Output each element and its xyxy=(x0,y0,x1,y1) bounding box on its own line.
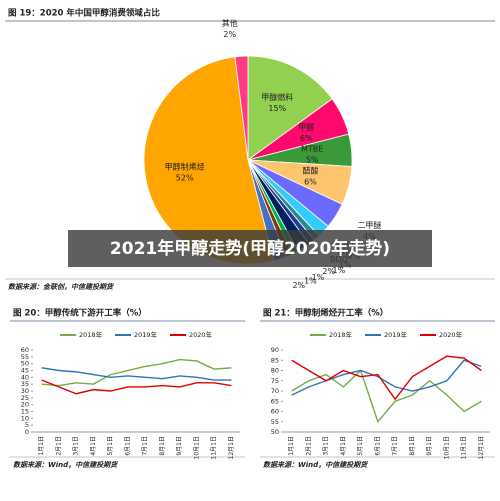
slice-name: 甲醇制烯烃 xyxy=(165,162,205,172)
x-tick-label: 7月1日 xyxy=(392,436,399,456)
y-tick-label: 55 xyxy=(21,353,29,361)
slice-label: 15% xyxy=(268,104,286,113)
slice-name: 其他 xyxy=(222,18,238,28)
y-tick-label: 65 xyxy=(271,397,279,405)
slice-name: MTBE xyxy=(301,144,323,153)
series-line xyxy=(291,369,482,424)
x-tick-label: 6月1日 xyxy=(124,436,131,456)
slice-label: 1% xyxy=(312,273,325,282)
legend-label: 2019年 xyxy=(134,330,158,339)
legend-label: 2020年 xyxy=(189,330,213,339)
legend-label: 2018年 xyxy=(79,330,103,339)
x-tick-label: 4月1日 xyxy=(340,436,347,456)
y-tick-label: 75 xyxy=(271,377,279,385)
y-tick-label: 0 xyxy=(25,428,29,436)
banner-bg xyxy=(68,230,432,267)
y-tick-label: 10 xyxy=(21,414,29,422)
slice-label: 1% xyxy=(333,266,346,275)
y-tick-label: 50 xyxy=(271,428,279,436)
x-tick-label: 3月1日 xyxy=(73,436,80,456)
y-tick-label: 15 xyxy=(21,408,29,416)
x-tick-label: 11月1日 xyxy=(461,436,468,459)
figure-source: 数据来源：Wind，中信建投期货 xyxy=(263,460,369,469)
y-tick-label: 50 xyxy=(21,360,29,368)
series-line xyxy=(291,355,482,401)
banner-title: 2021年甲醇走势(甲醇2020年走势) xyxy=(110,238,390,259)
y-tick-label: 80 xyxy=(271,367,279,375)
x-tick-label: 4月1日 xyxy=(90,436,97,456)
y-tick-label: 40 xyxy=(21,373,29,381)
y-tick-label: 35 xyxy=(21,380,29,388)
series-line xyxy=(41,358,232,387)
figure-source: 数据来源：金联创，中信建投期货 xyxy=(8,282,115,291)
slice-name: 醋酸 xyxy=(302,166,318,176)
x-tick-label: 8月1日 xyxy=(159,436,166,456)
x-tick-label: 2月1日 xyxy=(305,436,312,456)
pie-slice xyxy=(234,55,249,161)
series-line xyxy=(41,379,232,395)
x-tick-label: 3月1日 xyxy=(323,436,330,456)
series-line xyxy=(41,367,232,381)
slice-label: 2% xyxy=(223,30,236,39)
y-tick-label: 85 xyxy=(271,356,279,364)
x-tick-label: 5月1日 xyxy=(107,436,114,456)
y-tick-label: 90 xyxy=(271,346,279,354)
legend-label: 2018年 xyxy=(329,330,353,339)
slice-label: 5% xyxy=(306,155,319,164)
slice-label: 1% xyxy=(304,277,317,286)
x-tick-label: 1月1日 xyxy=(38,436,45,456)
x-tick-label: 2月1日 xyxy=(55,436,62,456)
figure-source: 数据来源：Wind，中信建投期货 xyxy=(13,460,119,469)
figure-title: 图 21：甲醇制烯烃开工率（%） xyxy=(263,308,388,319)
pie-slice xyxy=(247,55,333,161)
legend-label: 2020年 xyxy=(439,330,463,339)
figure-title: 图 19：2020 年中国甲醇消费领域占比 xyxy=(8,8,160,19)
slice-label: 6% xyxy=(300,134,313,143)
y-tick-label: 5 xyxy=(25,421,29,429)
x-tick-label: 8月1日 xyxy=(409,436,416,456)
slice-name: 二甲醚 xyxy=(357,220,381,230)
x-tick-label: 6月1日 xyxy=(374,436,381,456)
x-tick-label: 1月1日 xyxy=(288,436,295,456)
legend-label: 2019年 xyxy=(384,330,408,339)
slice-label: 2% xyxy=(322,267,335,276)
y-tick-label: 20 xyxy=(21,401,29,409)
slice-label: 2% xyxy=(292,281,305,290)
slice-name: 甲醛 xyxy=(298,122,314,132)
x-tick-label: 10月1日 xyxy=(443,436,450,459)
y-tick-label: 60 xyxy=(271,408,279,416)
x-tick-label: 9月1日 xyxy=(176,436,183,456)
slice-label: 52% xyxy=(176,174,194,183)
x-tick-label: 9月1日 xyxy=(426,436,433,456)
x-tick-label: 12月1日 xyxy=(228,436,235,459)
x-tick-label: 7月1日 xyxy=(142,436,149,456)
x-tick-label: 11月1日 xyxy=(211,436,218,459)
x-tick-label: 10月1日 xyxy=(193,436,200,459)
figure-title: 图 20：甲醇传统下游开工率（%） xyxy=(13,308,147,319)
y-tick-label: 60 xyxy=(21,346,29,354)
slice-label: 6% xyxy=(304,178,317,187)
y-tick-label: 30 xyxy=(21,387,29,395)
x-tick-label: 5月1日 xyxy=(357,436,364,456)
y-tick-label: 70 xyxy=(271,387,279,395)
y-tick-label: 45 xyxy=(21,367,29,375)
y-tick-label: 25 xyxy=(21,394,29,402)
y-tick-label: 55 xyxy=(271,418,279,426)
series-line xyxy=(291,359,482,396)
x-tick-label: 12月1日 xyxy=(478,436,485,459)
slice-name: 甲醇燃料 xyxy=(261,92,293,102)
